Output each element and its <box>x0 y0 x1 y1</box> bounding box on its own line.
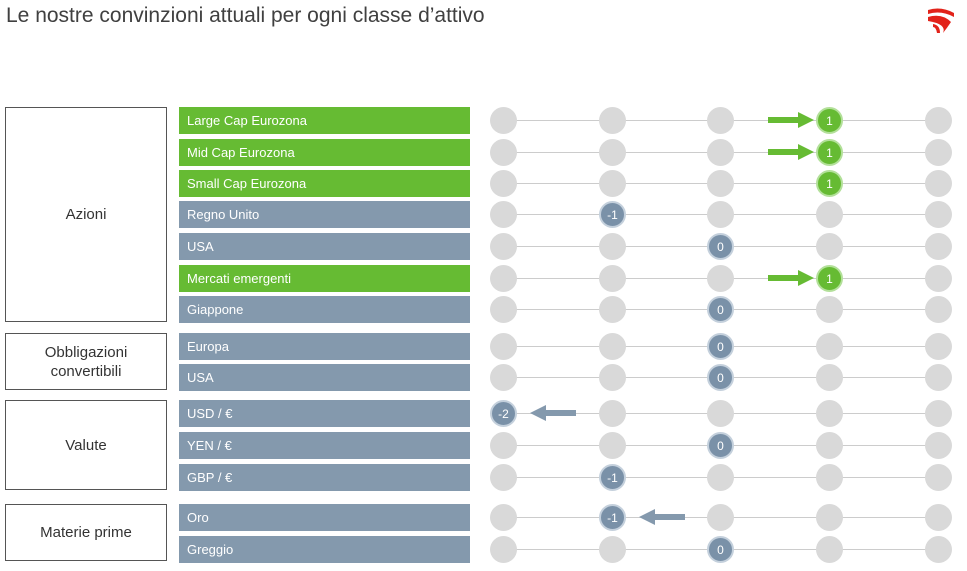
scale-dot <box>599 432 626 459</box>
scale-dot <box>925 107 952 134</box>
scale-dot <box>707 170 734 197</box>
scale-dot <box>925 170 952 197</box>
scale-dot <box>599 400 626 427</box>
value-marker: 0 <box>707 233 734 260</box>
scale-dot <box>925 333 952 360</box>
value-marker: -2 <box>490 400 517 427</box>
scale-dot <box>490 296 517 323</box>
scale-dot <box>816 233 843 260</box>
value-marker: 0 <box>707 536 734 563</box>
scale-dot <box>925 233 952 260</box>
scale-dot <box>599 296 626 323</box>
scale-dot <box>599 536 626 563</box>
scale-dot <box>490 265 517 292</box>
scale-dot <box>816 536 843 563</box>
scale-dot <box>925 536 952 563</box>
value-marker: -1 <box>599 464 626 491</box>
scale-dot <box>599 107 626 134</box>
scale-dot <box>490 333 517 360</box>
value-marker: -1 <box>599 504 626 531</box>
row-label: USA <box>179 364 470 391</box>
scale-dot <box>599 364 626 391</box>
scale-dot <box>925 296 952 323</box>
scale-dot <box>925 139 952 166</box>
scale-dot <box>925 504 952 531</box>
row-label: Mercati emergenti <box>179 265 470 292</box>
scale-dot <box>925 464 952 491</box>
scale-dot <box>925 201 952 228</box>
scale-dot <box>599 233 626 260</box>
scale-dot <box>925 265 952 292</box>
scale-dot <box>816 400 843 427</box>
row-label: GBP / € <box>179 464 470 491</box>
scale-dot <box>707 201 734 228</box>
scale-dot <box>490 201 517 228</box>
scale-dot <box>599 333 626 360</box>
scale-dot <box>707 107 734 134</box>
arrow-right-icon <box>768 144 814 160</box>
arrow-right-icon <box>768 112 814 128</box>
value-marker: 1 <box>816 107 843 134</box>
scale-dot <box>490 504 517 531</box>
row-label: Giappone <box>179 296 470 323</box>
row-label: Oro <box>179 504 470 531</box>
arrow-left-icon <box>639 509 685 525</box>
scale-dot <box>707 464 734 491</box>
value-marker: 1 <box>816 170 843 197</box>
scale-dot <box>925 400 952 427</box>
scale-dot <box>707 139 734 166</box>
arrow-right-icon <box>768 270 814 286</box>
group-label: Azioni <box>5 107 167 322</box>
row-label: Large Cap Eurozona <box>179 107 470 134</box>
scale-dot <box>707 265 734 292</box>
page-title: Le nostre convinzioni attuali per ogni c… <box>6 4 485 27</box>
group-label: Obbligazioni convertibili <box>5 333 167 390</box>
scale-dot <box>816 432 843 459</box>
value-marker: 0 <box>707 296 734 323</box>
scale-dot <box>599 139 626 166</box>
row-label: Greggio <box>179 536 470 563</box>
scale-dot <box>490 364 517 391</box>
scale-dot <box>707 400 734 427</box>
row-label: Regno Unito <box>179 201 470 228</box>
row-label: USA <box>179 233 470 260</box>
scale-dot <box>816 201 843 228</box>
red-wave-logo <box>928 8 954 34</box>
scale-dot <box>925 432 952 459</box>
scale-dot <box>490 233 517 260</box>
value-marker: -1 <box>599 201 626 228</box>
row-label: Small Cap Eurozona <box>179 170 470 197</box>
row-label: USD / € <box>179 400 470 427</box>
scale-dot <box>599 170 626 197</box>
group-label: Materie prime <box>5 504 167 561</box>
row-label: Europa <box>179 333 470 360</box>
scale-dot <box>490 536 517 563</box>
scale-dot <box>490 107 517 134</box>
scale-dot <box>490 432 517 459</box>
row-label: YEN / € <box>179 432 470 459</box>
group-label: Valute <box>5 400 167 490</box>
scale-dot <box>707 504 734 531</box>
value-marker: 0 <box>707 333 734 360</box>
value-marker: 1 <box>816 139 843 166</box>
scale-dot <box>490 139 517 166</box>
value-marker: 1 <box>816 265 843 292</box>
value-marker: 0 <box>707 364 734 391</box>
scale-dot <box>490 170 517 197</box>
scale-dot <box>816 464 843 491</box>
arrow-left-icon <box>530 405 576 421</box>
scale-dot <box>490 464 517 491</box>
scale-dot <box>816 364 843 391</box>
row-label: Mid Cap Eurozona <box>179 139 470 166</box>
scale-dot <box>816 296 843 323</box>
scale-dot <box>816 333 843 360</box>
value-marker: 0 <box>707 432 734 459</box>
scale-dot <box>599 265 626 292</box>
scale-dot <box>925 364 952 391</box>
scale-dot <box>816 504 843 531</box>
